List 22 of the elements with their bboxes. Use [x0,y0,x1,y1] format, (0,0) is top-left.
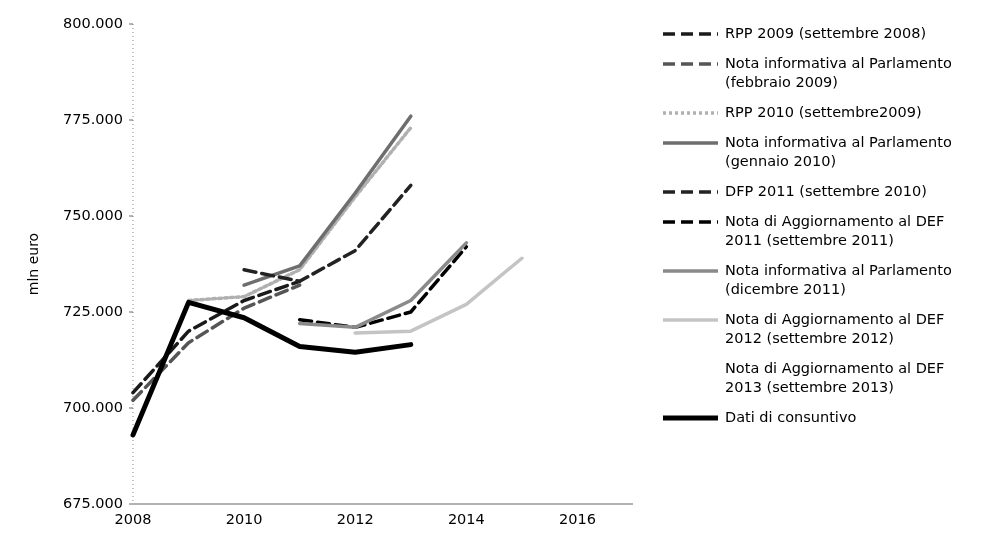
legend-label: Nota di Aggiornamento al DEF 2011 (settembre 2011) [725,213,945,248]
legend-label: Nota informativa al Parlamento (febbraio 2009) [725,55,952,90]
x-tick-label: 2008 [114,511,152,527]
y-tick-label: 750.000 [63,207,123,223]
legend-label: RPP 2009 (settembre 2008) [725,25,927,41]
y-axis-title: mln euro [25,232,41,296]
y-tick-label: 700.000 [63,399,123,415]
legend-label: Nota informativa al Parlamento (gennaio 2010) [725,134,952,169]
legend-label: Dati di consuntivo [725,409,857,425]
text: Nota di Aggiornamento al DEF 2013 (settembre 2013) [725,360,945,395]
legend-label: Nota di Aggiornamento al DEF 2012 (settembre 2012) [725,311,945,346]
y-tick-label: 725.000 [63,303,123,319]
x-tick-label: 2014 [447,511,485,527]
x-tick-label: 2012 [336,511,374,527]
y-tick-label: 775.000 [63,111,123,127]
x-tick-label: 2010 [225,511,263,527]
y-tick-label: 675.000 [63,495,123,511]
legend-label: RPP 2010 (settembre2009) [725,104,922,120]
legend-label: DFP 2011 (settembre 2010) [725,183,927,199]
legend-label: Nota informativa al Parlamento (dicembre 2011) [725,262,952,297]
x-tick-label: 2016 [558,511,596,527]
y-tick-label: 800.000 [63,15,123,31]
